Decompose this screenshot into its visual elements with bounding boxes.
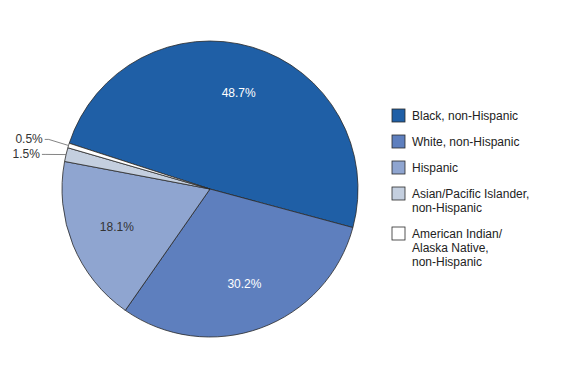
legend-entry: Hispanic [392, 161, 458, 175]
legend-swatch [392, 187, 405, 200]
legend-entry: White, non-Hispanic [392, 135, 519, 149]
legend-swatch [392, 135, 405, 148]
legend-entry: American Indian/Alaska Native,non-Hispan… [392, 227, 503, 269]
slice [68, 143, 210, 189]
legend-label: Hispanic [412, 161, 458, 175]
data-label: 48.7% [222, 86, 256, 100]
legend-entry: Asian/Pacific Islander,non-Hispanic [392, 187, 529, 215]
legend-swatch [392, 109, 405, 122]
data-label: 1.5% [13, 147, 41, 161]
leader-line [42, 154, 66, 155]
legend-entry: Black, non-Hispanic [392, 109, 518, 123]
data-label: 0.5% [15, 132, 43, 146]
legend-swatch [392, 161, 405, 174]
data-label: 30.2% [227, 277, 261, 291]
legend-label: Asian/Pacific Islander,non-Hispanic [412, 187, 529, 215]
leader-line [45, 139, 69, 145]
chart: 48.7% 30.2% 18.1% 1.5%0.5% Black, non-Hispan… [0, 0, 565, 378]
legend-label: American Indian/Alaska Native,non-Hispan… [412, 227, 503, 269]
legend-swatch [392, 227, 405, 240]
legend-label: Black, non-Hispanic [412, 109, 518, 123]
legend: Black, non-Hispanic White, non-Hispanic Hi… [392, 109, 529, 269]
data-label: 18.1% [100, 220, 134, 234]
legend-label: White, non-Hispanic [412, 135, 519, 149]
pie: 48.7% 30.2% 18.1% 1.5%0.5% [13, 41, 358, 337]
